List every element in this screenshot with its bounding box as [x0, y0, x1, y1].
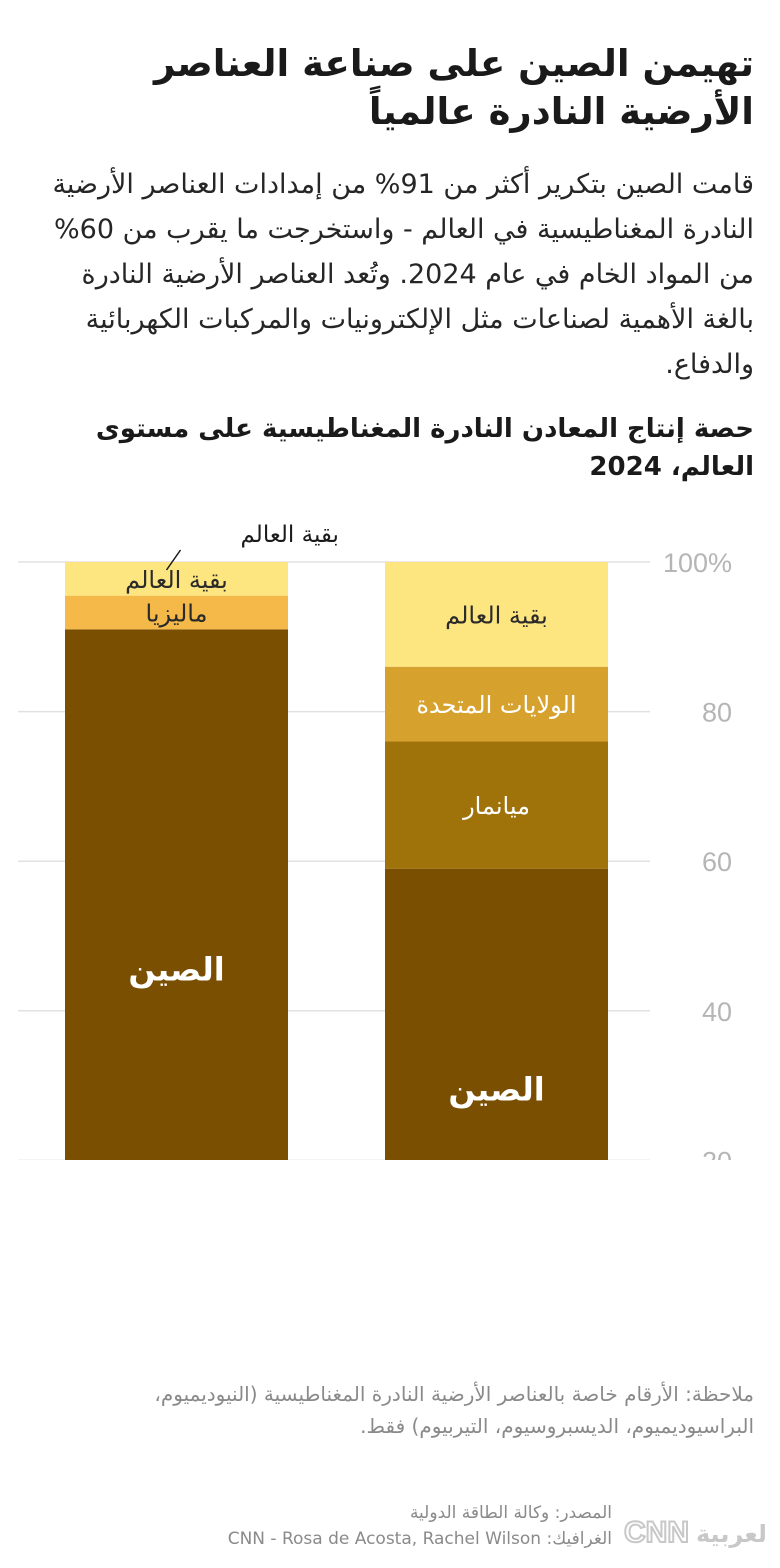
segment-label: الولايات المتحدة	[416, 691, 576, 719]
graphic-credit-label: الغرافيك:	[546, 1529, 612, 1549]
bars	[65, 562, 608, 1160]
bar-segment-mining-0	[385, 868, 608, 1160]
footnote: ملاحظة: الأرقام خاصة بالعناصر الأرضية ال…	[154, 1382, 754, 1438]
bar-segment-refining-4	[65, 562, 288, 596]
annotation-leader-line	[165, 549, 182, 571]
annotation-label: بقية العالم	[241, 522, 339, 548]
svg-text:CNN: CNN	[624, 1516, 689, 1549]
y-tick-label: 80	[702, 698, 732, 728]
chart-title: حصة إنتاج المعادن النادرة المغناطيسية عل…	[95, 414, 754, 482]
cnn-arabic-logo: CNN بالعربية	[624, 1515, 768, 1550]
bar-segment-mining-3	[385, 666, 608, 742]
bar-labels: الصين ماليزيا بقية العالم الصين ميانمار الولا…	[125, 522, 576, 1108]
y-tick-label: 40	[702, 997, 732, 1027]
y-tick-label: 20	[702, 1146, 732, 1160]
y-tick-label: 100%	[663, 548, 732, 578]
segment-label: ميانمار	[462, 792, 530, 820]
segment-label: بقية العالم	[125, 566, 228, 594]
graphic-credit-line: CNN - Rosa de Acosta, Rachel Wilson الغر…	[228, 1526, 612, 1552]
bar-segment-refining-0	[65, 629, 288, 1160]
svg-text:بالعربية: بالعربية	[696, 1520, 768, 1548]
chart-headline: تهيمن الصين على صناعة العناصر الأرضية ال…	[154, 42, 754, 133]
axes: 020406080100%التكريرالتعدين	[663, 548, 732, 1160]
bar-segment-mining-2	[385, 741, 608, 869]
source-line: المصدر: وكالة الطاقة الدولية	[409, 1503, 612, 1523]
bar-segment-mining-4	[385, 562, 608, 667]
y-tick-label: 60	[702, 847, 732, 877]
segment-label: الصين	[448, 1070, 544, 1108]
segment-label: بقية العالم	[445, 601, 548, 629]
segment-label: الصين	[128, 951, 224, 989]
graphic-credit-names: CNN - Rosa de Acosta, Rachel Wilson	[227, 1529, 542, 1549]
stacked-bar-chart: الصين ماليزيا بقية العالم الصين ميانمار الولا…	[18, 522, 732, 1160]
chart-description: قامت الصين بتكرير أكثر من 91% من إمدادات…	[52, 169, 754, 380]
bar-segment-refining-1	[65, 595, 288, 630]
segment-label: ماليزيا	[146, 599, 208, 627]
